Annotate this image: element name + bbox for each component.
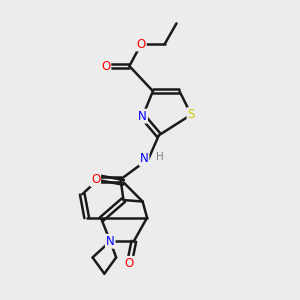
Text: N: N xyxy=(138,110,147,123)
Text: H: H xyxy=(156,152,164,162)
Text: N: N xyxy=(140,152,148,165)
Text: O: O xyxy=(91,173,100,186)
Text: O: O xyxy=(101,60,110,73)
Text: O: O xyxy=(125,257,134,270)
Text: O: O xyxy=(136,38,146,50)
Text: S: S xyxy=(188,108,195,121)
Text: N: N xyxy=(106,235,115,248)
